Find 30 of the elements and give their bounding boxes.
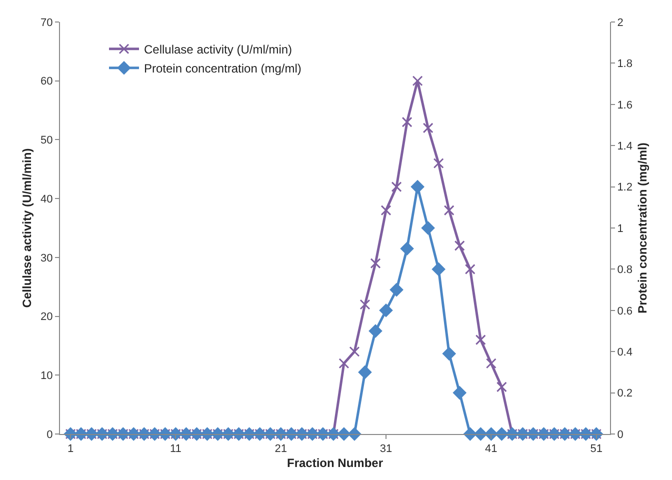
y2-tick-label: 1 [617,222,624,235]
x-tick-label: 41 [485,443,498,456]
y-tick-label: 60 [40,76,53,88]
x-axis-title: Fraction Number [286,456,384,470]
y-tick-label: 0 [46,428,53,441]
y-tick-label: 70 [40,16,53,29]
y2-tick-label: 1.6 [617,99,632,112]
y2-tick-label: 1.8 [617,58,632,70]
y2-tick-label: 0.2 [617,388,632,400]
legend-label: Cellulase activity (U/ml/min) [144,42,292,57]
y2-tick-label: 2 [617,16,624,29]
x-tick-label: 11 [170,443,182,456]
y-tick-label: 30 [40,252,53,264]
y2-tick-label: 1.2 [617,182,632,194]
x-tick-label: 1 [67,443,74,456]
y-axis-title: Cellulase activity (U/ml/min) [20,148,34,308]
y2-tick-label: 0.6 [617,305,632,318]
y2-tick-label: 1.4 [617,140,632,152]
y2-tick-label: 0.8 [617,264,632,276]
y2-axis-title: Protein concentration (mg/ml) [635,142,650,314]
y2-tick-label: 0.4 [617,346,632,358]
y-tick-label: 10 [40,370,53,382]
x-tick-label: 21 [274,443,287,456]
legend-label: Protein concentration (mg/ml) [144,62,302,76]
y-tick-label: 50 [40,134,53,147]
y-tick-label: 40 [40,193,53,206]
x-tick-label: 51 [590,443,602,456]
x-tick-label: 31 [380,443,392,456]
y-tick-label: 20 [40,311,53,324]
y2-tick-label: 0 [617,428,624,441]
